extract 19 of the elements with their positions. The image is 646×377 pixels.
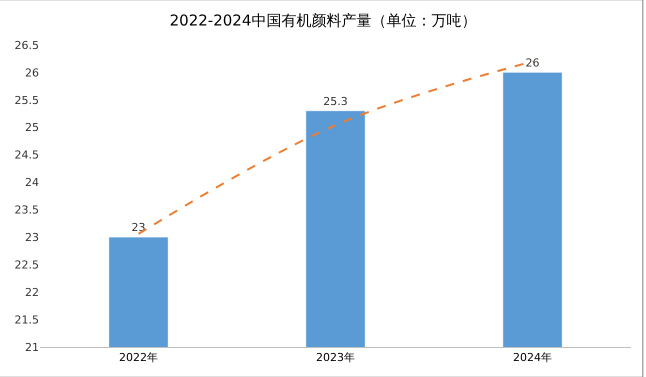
y-tick-label: 21.5	[14, 313, 39, 326]
y-tick-label: 24	[25, 176, 39, 190]
y-tick-label: 25.5	[14, 94, 39, 107]
chart-title: 2022-2024中国有机颜料产量（单位：万吨）	[170, 12, 476, 30]
x-tick-label: 2023年	[316, 351, 355, 364]
y-tick-label: 21	[25, 340, 39, 354]
x-tick-label: 2024年	[513, 351, 552, 364]
y-tick-label: 23.5	[14, 204, 39, 217]
y-tick-label: 25	[25, 121, 39, 134]
y-tick-label: 22	[25, 286, 39, 299]
y-tick-label: 26.5	[14, 38, 39, 52]
data-label: 25.3	[323, 94, 348, 108]
x-tick-label: 2022年	[119, 351, 158, 364]
y-tick-label: 26	[25, 66, 39, 80]
y-tick-label: 24.5	[14, 148, 39, 162]
y-tick-label: 23	[25, 231, 39, 244]
data-label: 26	[526, 56, 540, 70]
y-tick-label: 22.5	[14, 258, 39, 272]
data-label: 23	[132, 221, 146, 234]
